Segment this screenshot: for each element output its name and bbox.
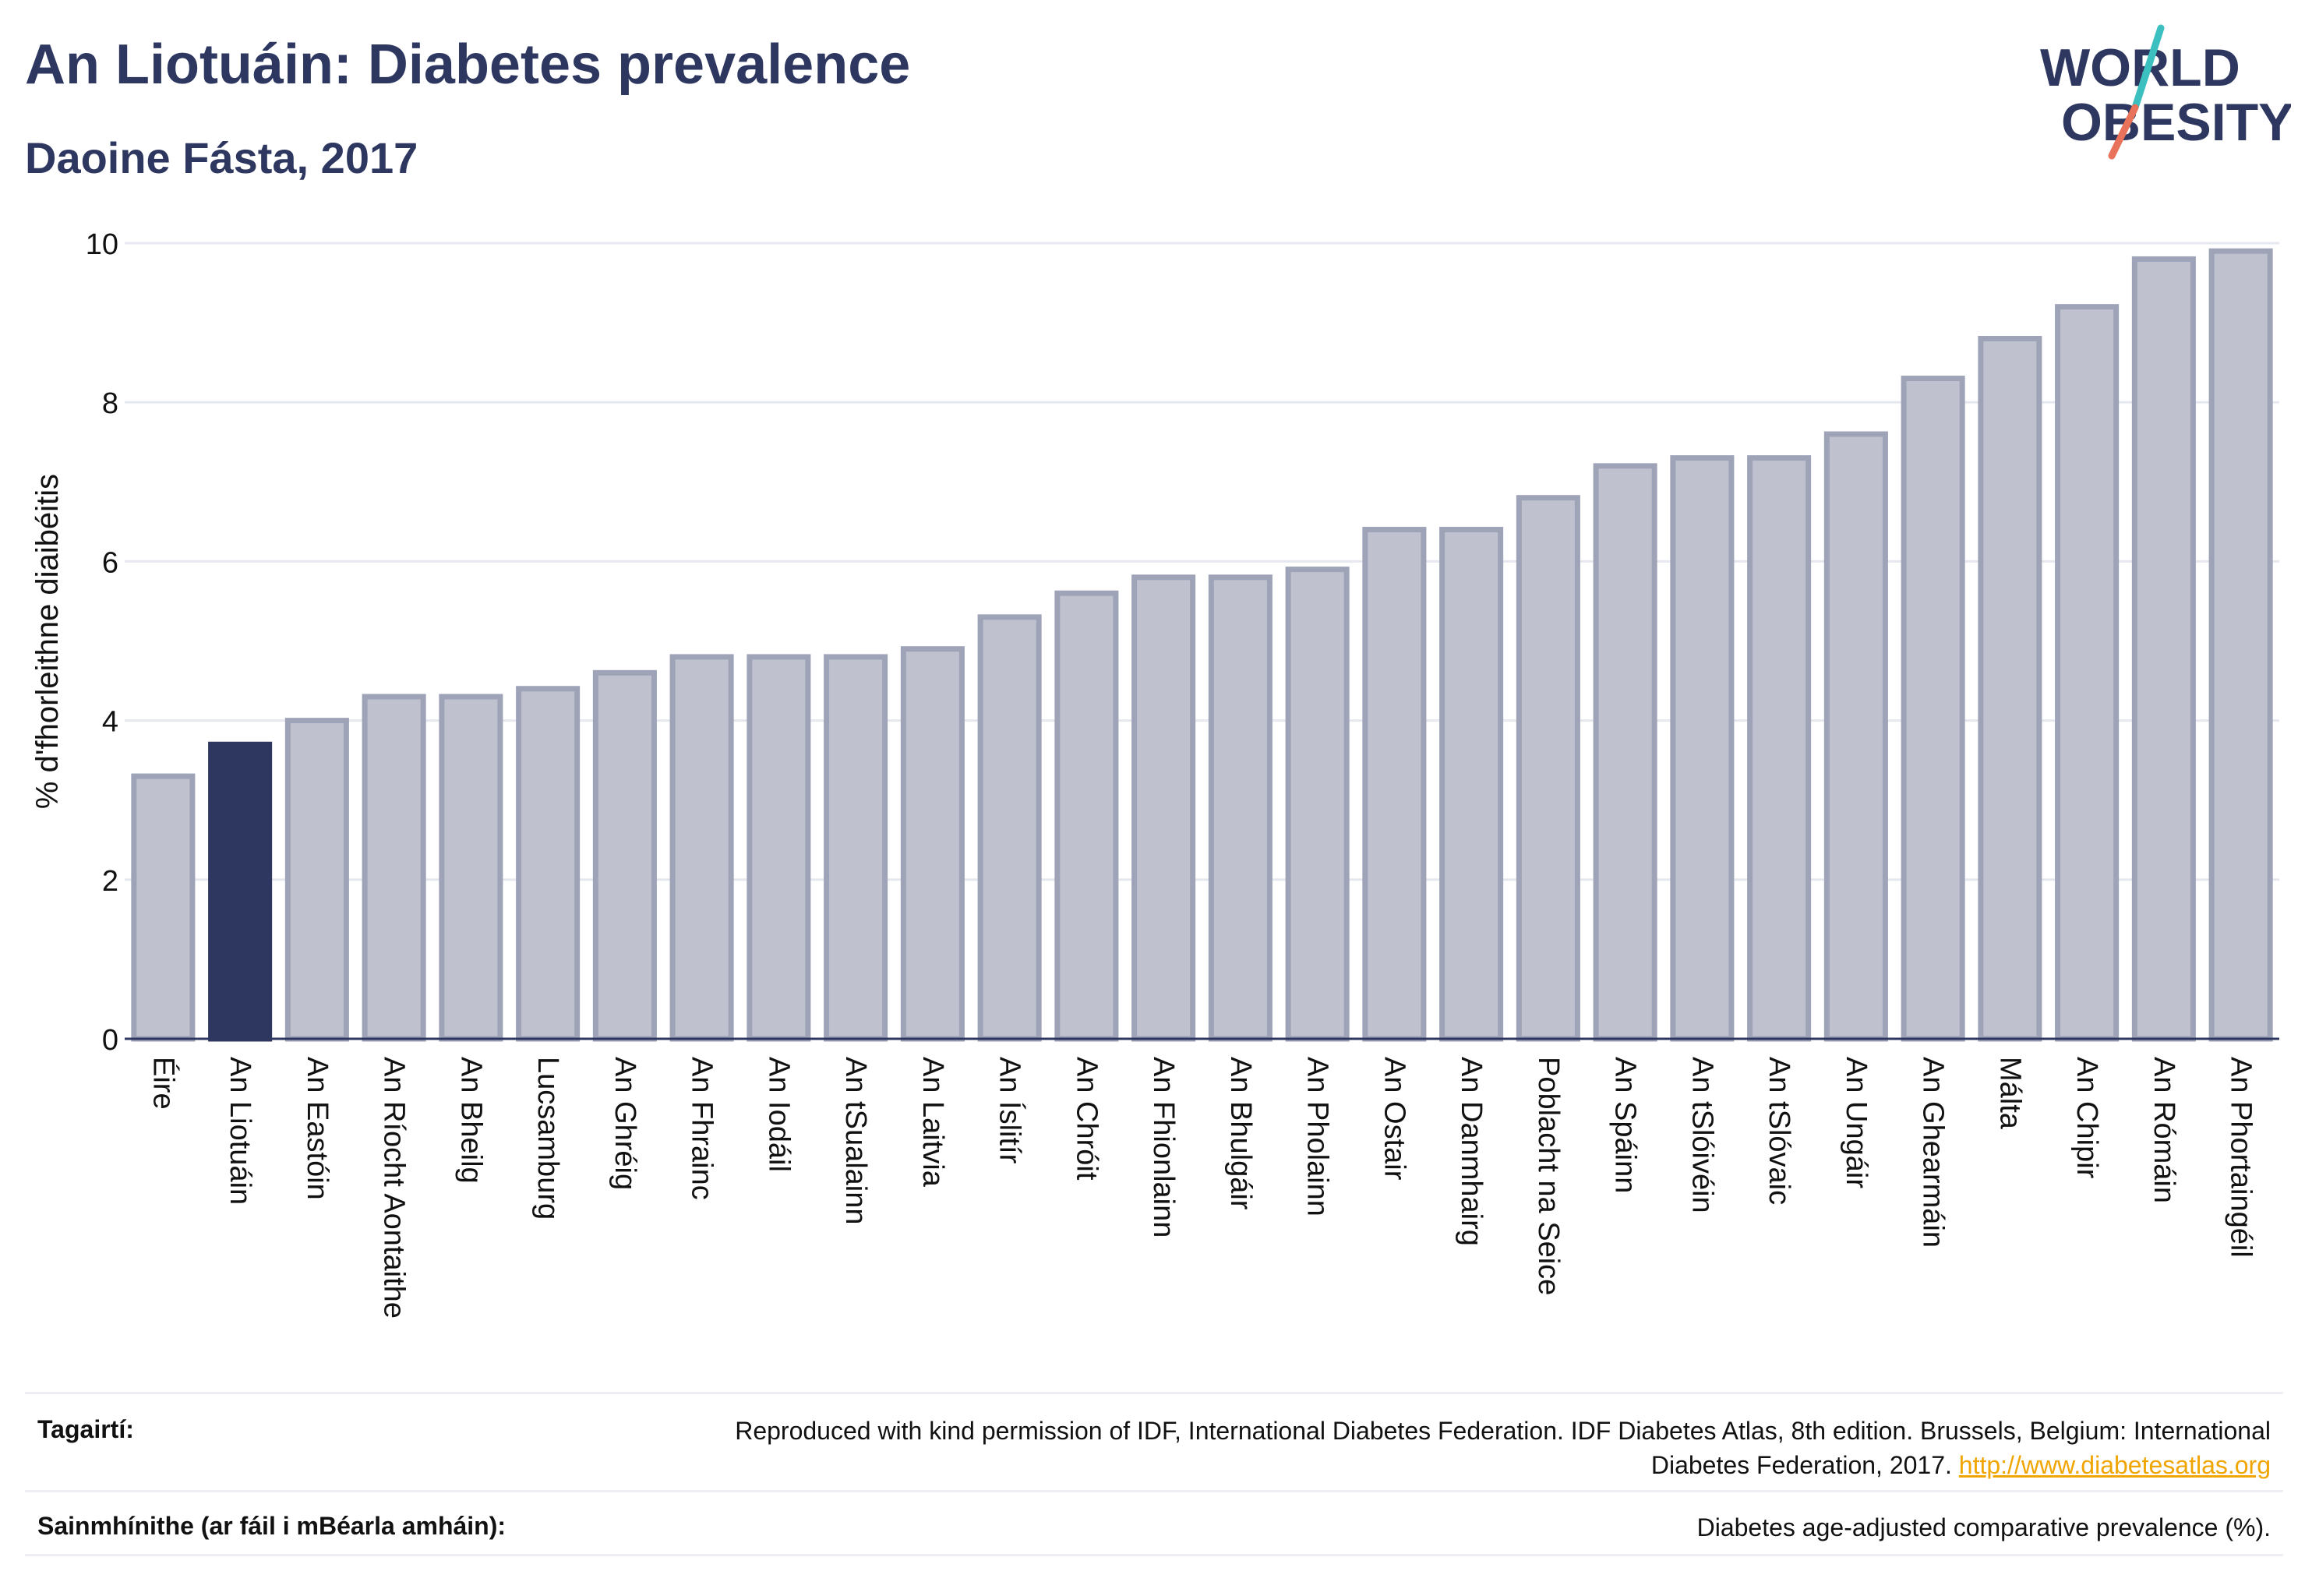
bar-18[interactable] <box>1516 495 1580 1042</box>
x-tick-label: An Rómáin <box>2148 1057 2180 1203</box>
bar-11[interactable] <box>977 614 1042 1042</box>
bar-9[interactable] <box>824 654 888 1042</box>
page-subtitle: Daoine Fásta, 2017 <box>25 133 418 182</box>
references-top-divider <box>25 1392 2283 1394</box>
bar-24[interactable] <box>1978 336 2042 1042</box>
x-tick-label: An Bheilg <box>454 1057 487 1184</box>
bar-14[interactable] <box>1208 574 1273 1042</box>
references-text: Reproduced with kind permission of IDF, … <box>634 1414 2271 1482</box>
bar-3[interactable] <box>362 694 426 1042</box>
bar-19[interactable] <box>1593 463 1657 1042</box>
references-citation: Reproduced with kind permission of IDF, … <box>735 1417 2271 1479</box>
bar-13[interactable] <box>1131 574 1196 1042</box>
x-tick-label: An Laitvia <box>916 1057 949 1188</box>
x-tick-label: An Chipir <box>2070 1057 2103 1179</box>
bar-15[interactable] <box>1285 567 1350 1042</box>
x-tick-label: An Fhrainc <box>686 1057 718 1200</box>
x-tick-label: An Íslitír <box>994 1057 1027 1164</box>
bar-16[interactable] <box>1362 527 1427 1042</box>
page-title: An Liotuáin: Diabetes prevalence <box>25 34 911 96</box>
bar-6[interactable] <box>592 669 657 1042</box>
logo-slash-teal <box>2131 24 2165 111</box>
bar-10[interactable] <box>900 646 965 1042</box>
definitions-text: Diabetes age-adjusted comparative preval… <box>1696 1513 2271 1541</box>
x-tick-layer: Éire An Liotuáin An Eastóin An Ríocht Aonta… <box>146 1057 2257 1319</box>
x-tick-label: An tSualainn <box>839 1057 872 1225</box>
x-tick-label: An tSlóvaic <box>1763 1057 1795 1205</box>
bar-12[interactable] <box>1054 590 1119 1042</box>
x-tick-label: An Spáinn <box>1609 1057 1642 1193</box>
x-tick-label: An Ghearmáin <box>1917 1057 1950 1248</box>
x-tick-label: An Iodáil <box>762 1057 795 1172</box>
x-tick-label: An Liotuáin <box>224 1057 256 1205</box>
x-tick-label: An Bhulgáir <box>1224 1057 1257 1210</box>
definitions-bottom-divider <box>25 1554 2283 1556</box>
x-tick-label: An tSlóivéin <box>1686 1057 1718 1213</box>
x-tick-label: An Ríocht Aontaithe <box>378 1057 411 1319</box>
x-tick-label: An Ungáir <box>1840 1057 1873 1188</box>
bar-4[interactable] <box>439 694 503 1042</box>
x-tick-label: An Phortaingéil <box>2225 1057 2257 1258</box>
logo-line-2: OBESITY <box>2061 93 2291 152</box>
bar-5[interactable] <box>516 686 581 1042</box>
bar-8[interactable] <box>747 654 811 1042</box>
bar-7[interactable] <box>669 654 734 1042</box>
references-link[interactable]: http://www.diabetesatlas.org <box>1958 1451 2271 1479</box>
x-tick-label: An Pholainn <box>1301 1057 1334 1216</box>
y-tick-label: 0 <box>102 1024 118 1057</box>
bar-1[interactable] <box>208 741 273 1042</box>
bar-25[interactable] <box>2055 304 2120 1042</box>
bar-2[interactable] <box>284 718 349 1042</box>
x-tick-label: Málta <box>1993 1057 2026 1130</box>
definitions-label: Sainmhínithe (ar fáil i mBéarla amháin): <box>37 1512 507 1540</box>
y-tick-label: 8 <box>102 387 118 420</box>
references-label: Tagairtí: <box>37 1415 134 1443</box>
y-tick-label: 4 <box>102 706 118 739</box>
bar-23[interactable] <box>1901 376 1965 1042</box>
y-axis-label: % d'fhorleithne diaibéitis <box>30 474 65 809</box>
y-tick-label: 2 <box>102 865 118 898</box>
bar-22[interactable] <box>1823 431 1888 1042</box>
x-tick-label: An Eastóin <box>301 1057 334 1200</box>
x-tick-label: An Danmhairg <box>1455 1057 1488 1246</box>
x-tick-label: Éire <box>146 1057 180 1110</box>
bar-chart: 0 2 4 6 8 10 Éire An Liotuáin An Eastóin An Ríoc… <box>30 228 2279 1319</box>
bar-20[interactable] <box>1670 455 1735 1042</box>
bar-layer <box>125 248 2279 1042</box>
x-tick-label: An Chróit <box>1070 1057 1103 1181</box>
x-tick-label: An Ghréig <box>609 1057 641 1190</box>
references-bottom-divider <box>25 1490 2283 1492</box>
bar-0[interactable] <box>131 773 196 1042</box>
bar-21[interactable] <box>1747 455 1812 1042</box>
x-tick-label: Lucsamburg <box>531 1057 564 1220</box>
x-tick-label: Poblacht na Seice <box>1532 1057 1565 1295</box>
logo-slash-coral <box>2108 104 2139 160</box>
y-tick-label: 6 <box>102 546 118 579</box>
bar-27[interactable] <box>2208 248 2273 1042</box>
world-obesity-logo: WORLD OBESITY <box>2040 24 2291 160</box>
y-tick-layer: 0 2 4 6 8 10 <box>86 228 118 1057</box>
y-tick-label: 10 <box>86 228 118 261</box>
x-tick-label: An Fhionlainn <box>1147 1057 1180 1238</box>
bar-17[interactable] <box>1439 527 1504 1042</box>
bar-26[interactable] <box>2131 256 2196 1042</box>
x-tick-label: An Ostair <box>1378 1057 1410 1181</box>
